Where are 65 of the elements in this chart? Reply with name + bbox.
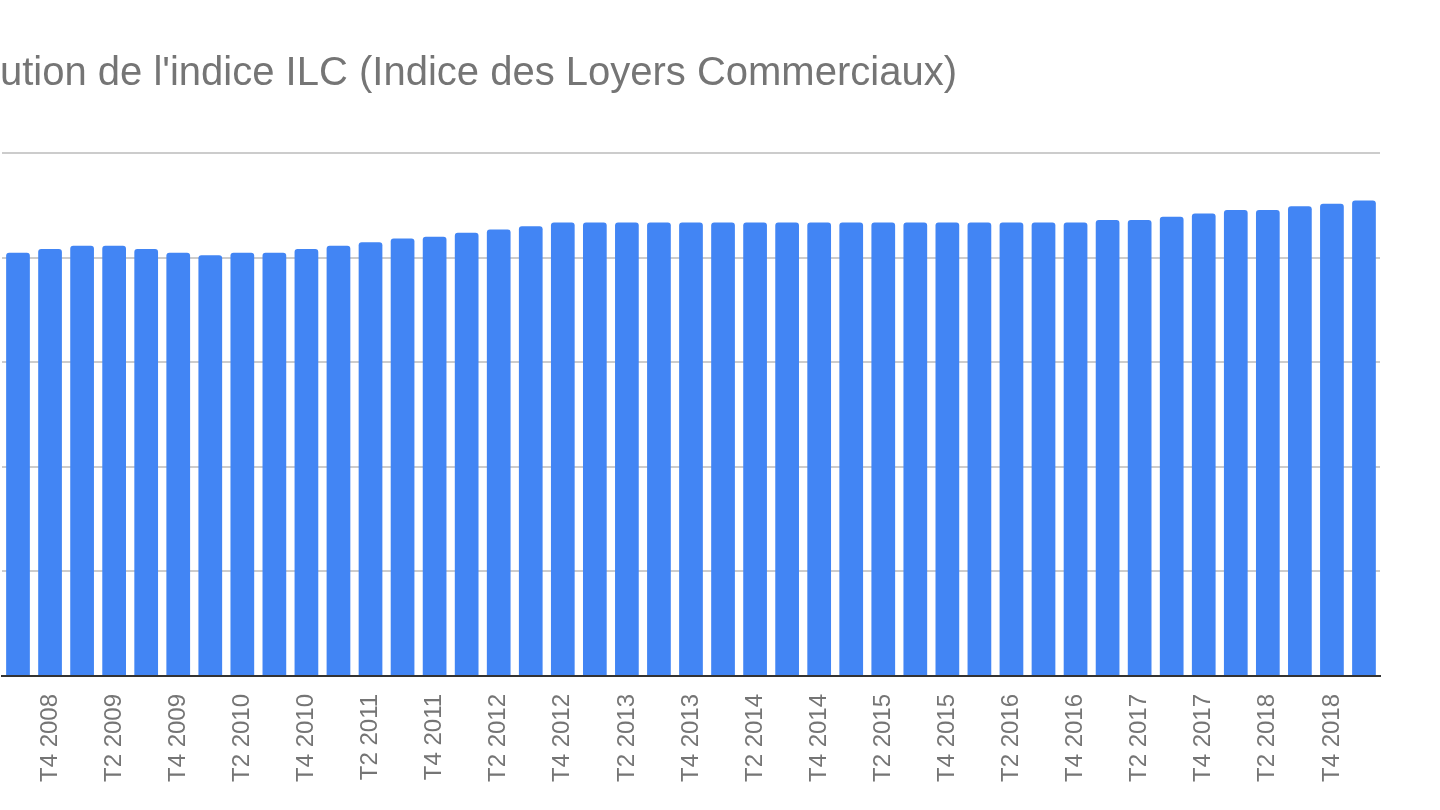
bar: [582, 222, 607, 675]
bar: [38, 249, 62, 675]
bar: [903, 222, 928, 675]
x-tick-label: T4 2018: [1316, 693, 1344, 783]
x-tick-label: T4 2012: [547, 693, 575, 783]
x-tick-label: T4 2009: [162, 693, 190, 783]
x-tick-label: T4 2011: [419, 693, 447, 781]
x-tick-label: T4 2010: [291, 693, 319, 783]
bar: [775, 222, 799, 675]
bar: [711, 222, 735, 675]
bar: [454, 232, 479, 675]
bar: [743, 222, 767, 675]
bar: [486, 229, 511, 675]
x-tick-label: T2 2012: [483, 693, 511, 783]
bar: [871, 222, 896, 675]
bar: [935, 222, 960, 675]
x-tick-label: T4 2017: [1188, 693, 1216, 783]
x-tick-label: T4 2015: [931, 693, 959, 783]
bar: [999, 222, 1024, 675]
x-tick-label: T4 2013: [675, 693, 703, 783]
bar: [967, 222, 992, 675]
bar: [6, 252, 30, 675]
x-tick-label: T2 2010: [226, 693, 254, 783]
bar: [70, 245, 94, 675]
x-tick-label: T2 2009: [98, 693, 126, 783]
bar: [550, 222, 575, 675]
x-tick-label: T2 2016: [996, 693, 1024, 783]
x-tick-label: T2 2014: [739, 693, 767, 783]
x-tick-label: T2 2015: [867, 693, 895, 783]
bar: [679, 222, 703, 675]
x-tick-label: T2 2018: [1252, 693, 1280, 783]
bar: [294, 249, 319, 675]
bar: [326, 245, 351, 675]
bar: [1223, 210, 1248, 675]
bar: [615, 222, 639, 675]
bar: [102, 245, 126, 675]
bar: [422, 236, 447, 675]
bar: [518, 226, 543, 675]
bar: [262, 252, 287, 675]
bar: [166, 252, 191, 675]
chart-title: ution de l'indice ILC (Indice des Loyers Commerciaux): [0, 49, 957, 94]
bar: [198, 255, 223, 675]
bar: [647, 222, 671, 675]
bar: [1288, 206, 1312, 675]
bar: [1095, 220, 1120, 675]
bar: [1159, 216, 1184, 675]
bar: [134, 249, 159, 675]
bar: [1031, 222, 1056, 675]
x-tick-label: T2 2011: [355, 693, 383, 781]
x-tick-label: T4 2008: [34, 693, 62, 783]
bar: [1255, 210, 1280, 675]
x-tick-label: T4 2016: [1060, 693, 1088, 783]
bar: [807, 222, 832, 675]
x-tick-label: T4 2014: [803, 693, 831, 783]
bar: [1320, 203, 1344, 675]
bar: [1352, 200, 1376, 675]
bar: [1063, 222, 1088, 675]
bar: [839, 222, 864, 675]
bar: [1191, 213, 1216, 675]
bar: [358, 242, 383, 675]
x-tick-label: T2 2017: [1124, 693, 1152, 783]
bar: [390, 238, 415, 675]
x-tick-label: T2 2013: [611, 693, 639, 783]
bar: [1127, 220, 1152, 675]
bar: [230, 252, 255, 675]
